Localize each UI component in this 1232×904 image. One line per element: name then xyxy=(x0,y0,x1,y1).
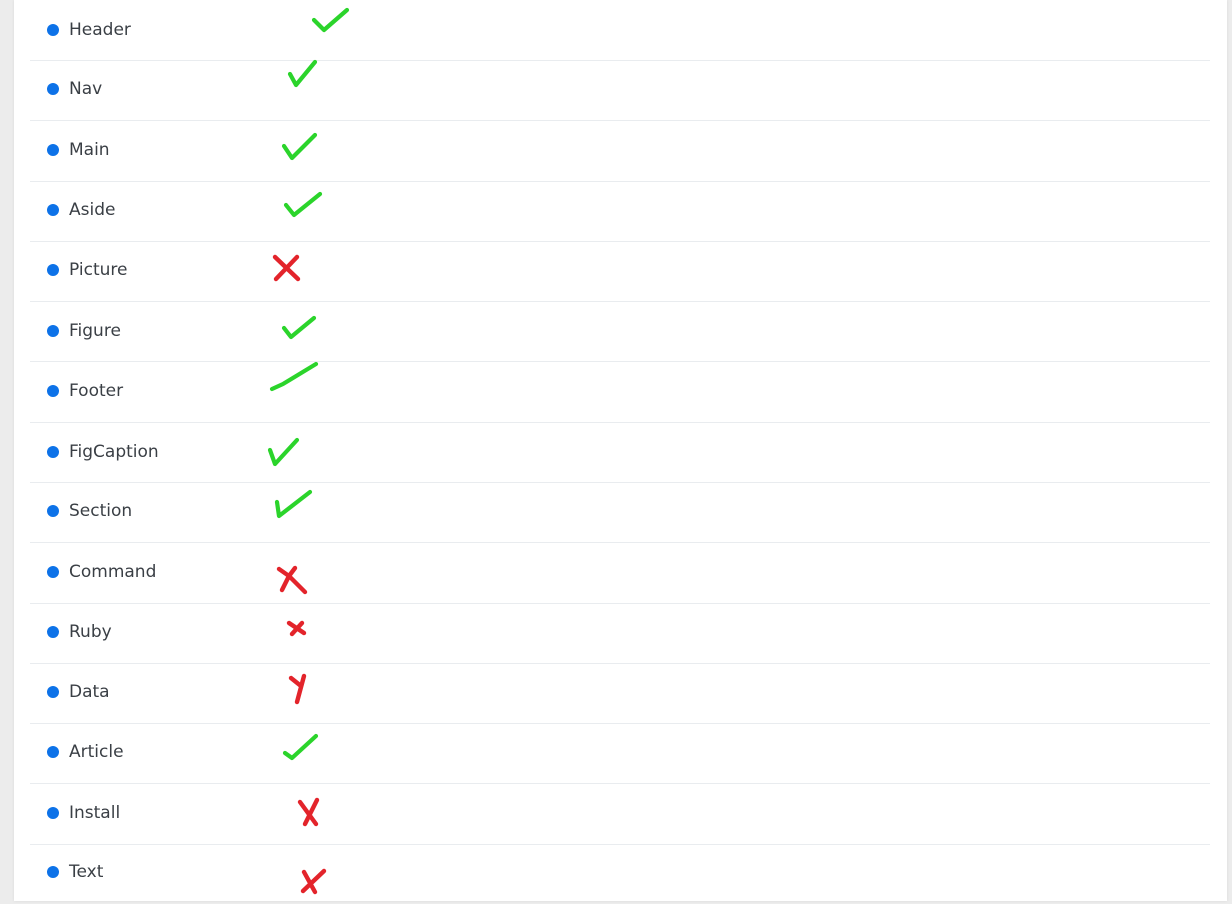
bullet-icon xyxy=(47,626,59,638)
checkmark-icon xyxy=(267,437,300,467)
item-label: Main xyxy=(69,140,110,160)
list-item: Text xyxy=(30,844,1210,904)
bullet-icon xyxy=(47,24,59,36)
checkmark-icon xyxy=(287,59,318,88)
bullet-icon xyxy=(47,566,59,578)
bullet-icon xyxy=(47,505,59,517)
list-item: Nav xyxy=(30,60,1210,121)
bullet-icon xyxy=(47,746,59,758)
content-panel: Header Nav Main Aside Picture Figure Footer Fig… xyxy=(14,0,1227,901)
list-item: Main xyxy=(30,121,1210,182)
checkmark-icon xyxy=(281,132,318,161)
bullet-icon xyxy=(47,83,59,95)
bullet-icon xyxy=(47,866,59,878)
item-label: Aside xyxy=(69,200,116,220)
list-item: Install xyxy=(30,784,1210,845)
bullet-icon xyxy=(47,204,59,216)
bullet-icon xyxy=(47,325,59,337)
checkmark-icon xyxy=(269,361,319,392)
list-item: Article xyxy=(30,723,1210,784)
list-item: FigCaption xyxy=(30,422,1210,483)
item-label: Install xyxy=(69,803,121,823)
item-label: Command xyxy=(69,562,157,582)
item-label: Data xyxy=(69,682,110,702)
list-item: Data xyxy=(30,663,1210,724)
cross-icon xyxy=(286,620,307,637)
list-item: Aside xyxy=(30,181,1210,242)
item-label: FigCaption xyxy=(69,442,159,462)
cross-icon xyxy=(272,254,301,282)
checkmark-icon xyxy=(283,191,323,218)
checkmark-icon xyxy=(282,733,319,761)
item-label: Footer xyxy=(69,381,124,401)
cross-icon xyxy=(300,868,327,895)
list-item: Figure xyxy=(30,301,1210,362)
list-item: Command xyxy=(30,543,1210,604)
item-label: Section xyxy=(69,501,133,521)
item-label: Ruby xyxy=(69,622,112,642)
cross-icon xyxy=(297,797,320,827)
list-item: Picture xyxy=(30,241,1210,302)
item-label: Text xyxy=(69,862,104,882)
list-item: Footer xyxy=(30,362,1210,423)
list-item: Section xyxy=(30,482,1210,543)
item-label: Picture xyxy=(69,260,128,280)
bullet-icon xyxy=(47,446,59,458)
list-item: Ruby xyxy=(30,603,1210,664)
bullet-icon xyxy=(47,807,59,819)
item-label: Article xyxy=(69,742,124,762)
cross-icon xyxy=(276,565,308,595)
list-item: Header xyxy=(30,0,1210,61)
bullet-icon xyxy=(47,264,59,276)
item-label: Header xyxy=(69,20,131,40)
cross-icon xyxy=(288,673,307,705)
bullet-icon xyxy=(47,144,59,156)
checkmark-icon xyxy=(281,315,317,340)
checkmark-icon xyxy=(311,7,350,33)
checkmark-icon xyxy=(274,489,313,519)
bullet-icon xyxy=(47,385,59,397)
item-label: Figure xyxy=(69,321,121,341)
bullet-icon xyxy=(47,686,59,698)
item-label: Nav xyxy=(69,79,103,99)
